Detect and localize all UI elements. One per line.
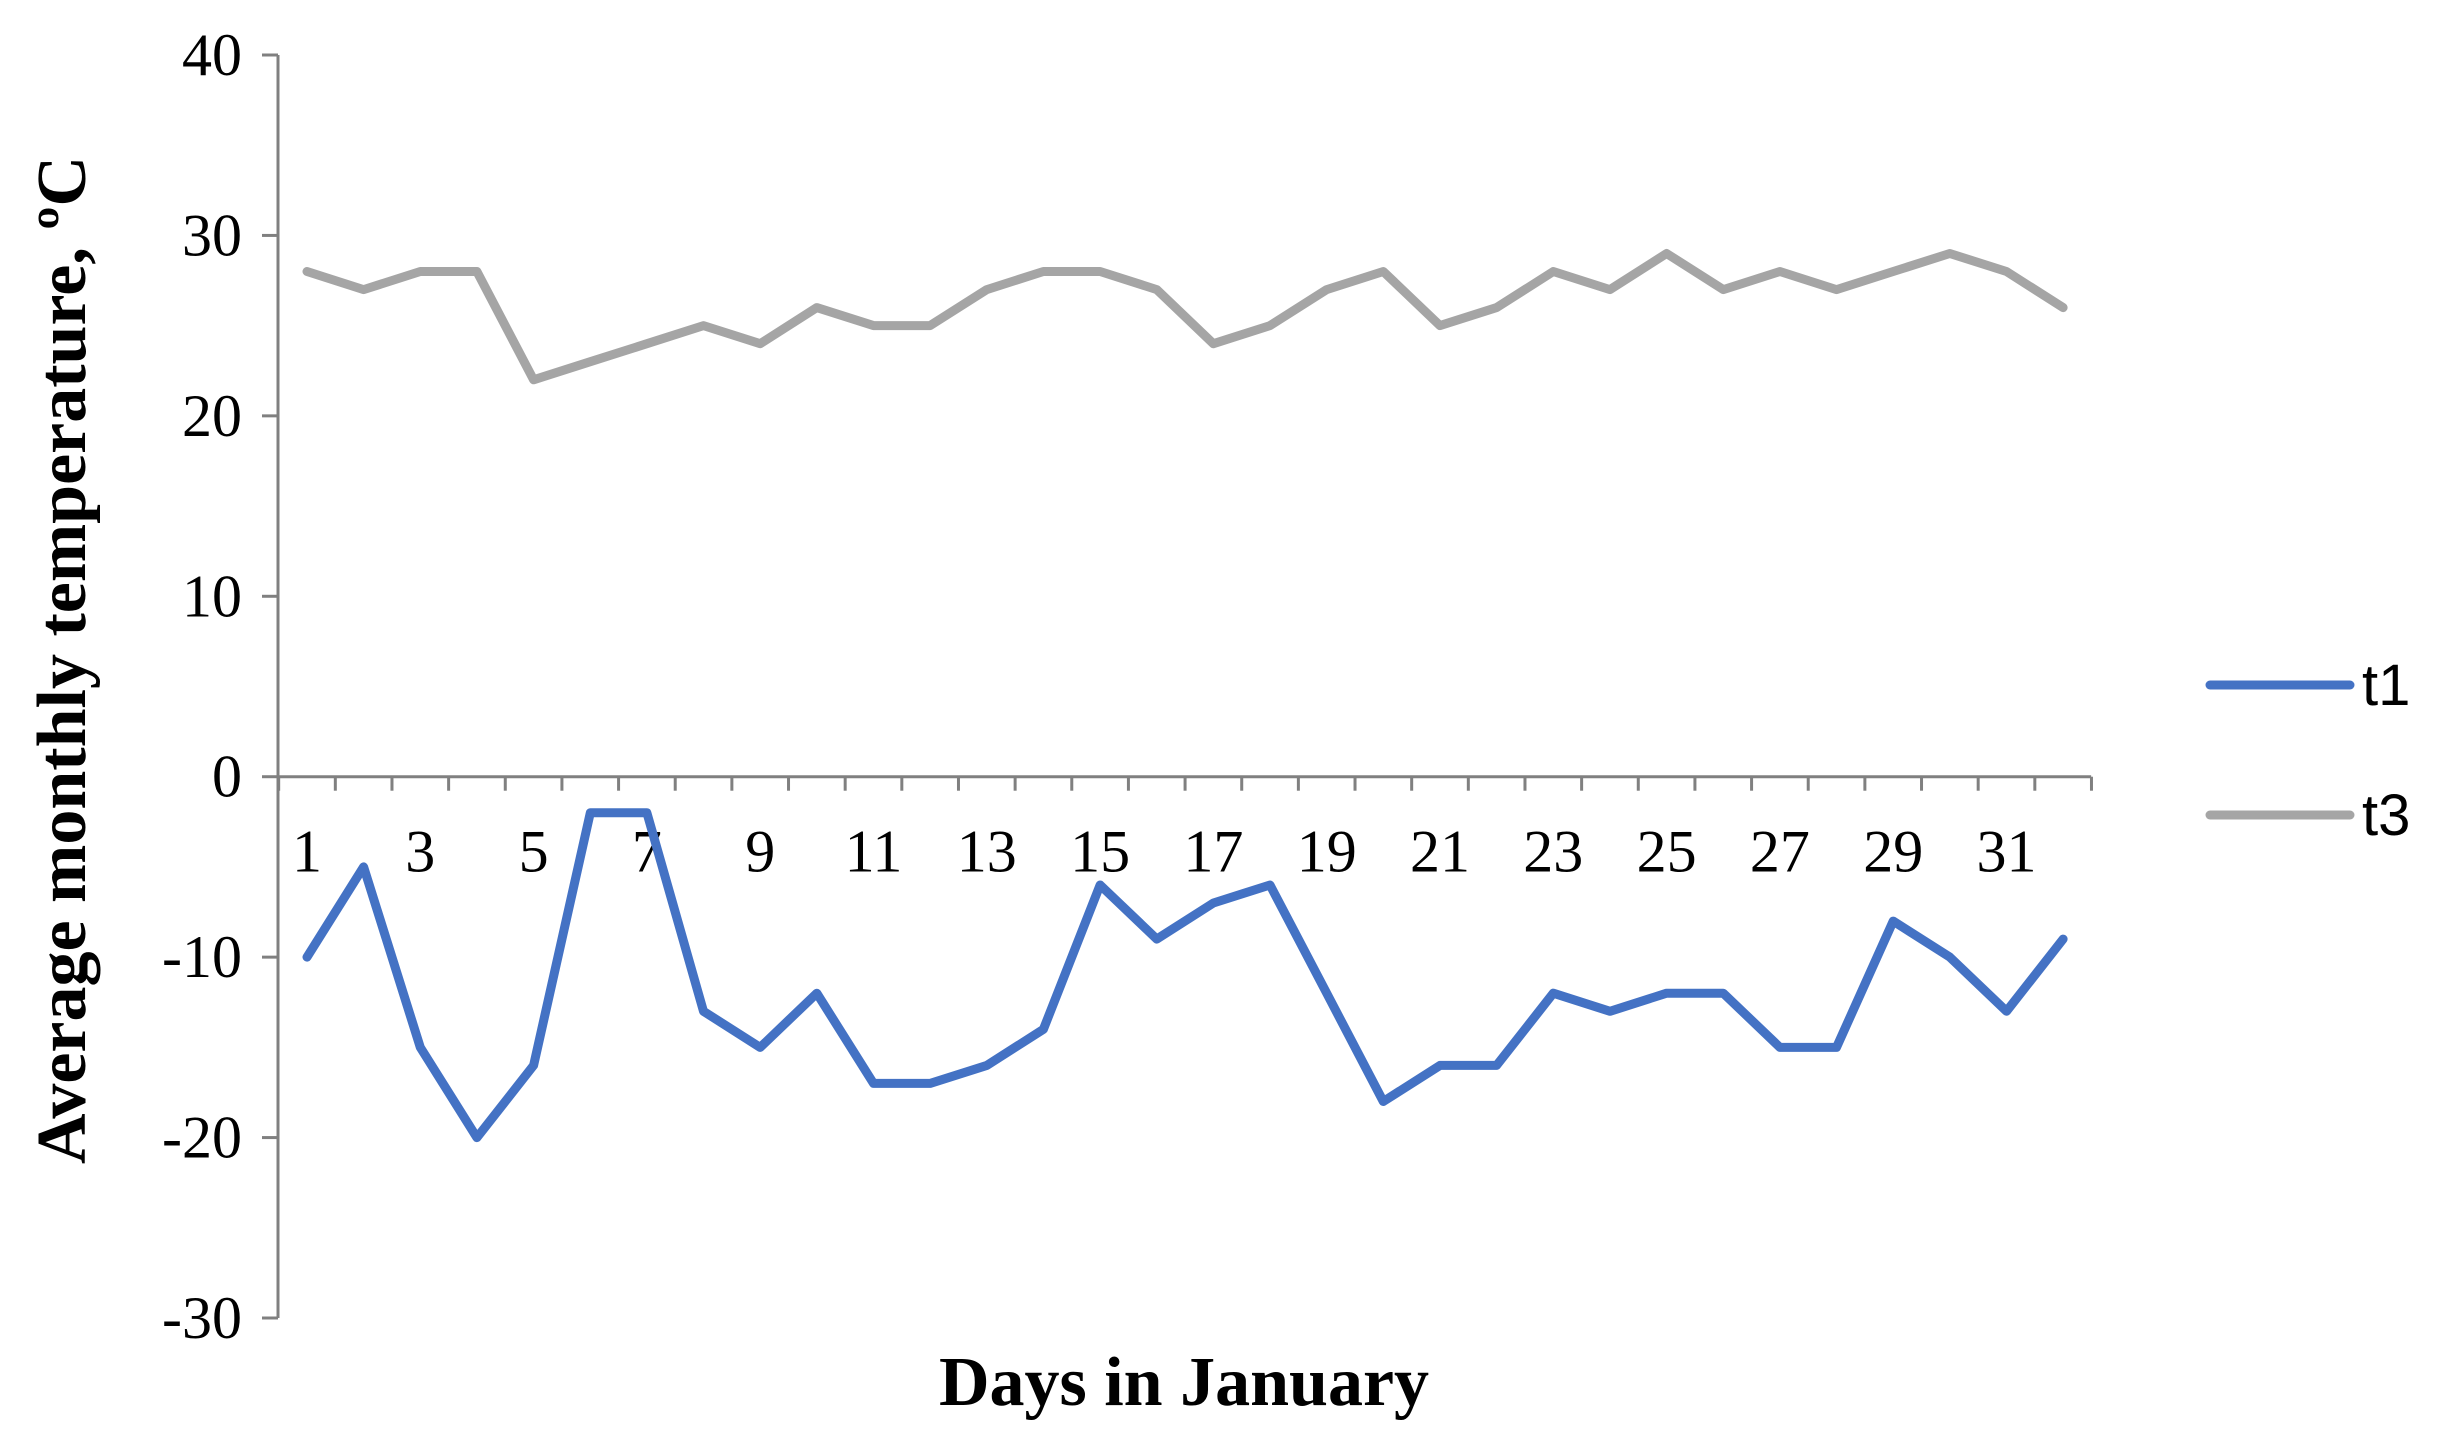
legend-label-t1: t1 bbox=[2362, 653, 2410, 718]
x-tick-label: 19 bbox=[1297, 819, 1357, 885]
x-tick-label: 15 bbox=[1070, 819, 1130, 885]
x-axis-ticks: 1 3 5 7 9 11 13 15 17 19 21 23 25 27 29 31 bbox=[277, 776, 2093, 885]
legend-label-t3: t3 bbox=[2362, 783, 2410, 848]
series-line-t1 bbox=[302, 808, 2068, 1143]
x-tick-label: 11 bbox=[845, 819, 903, 885]
x-tick-label: 17 bbox=[1183, 819, 1243, 885]
y-tick-label: -10 bbox=[162, 924, 242, 990]
x-tick-label: 5 bbox=[519, 819, 549, 885]
y-tick-label: 20 bbox=[182, 383, 242, 449]
x-tick-label: 27 bbox=[1750, 819, 1810, 885]
x-tick-label: 21 bbox=[1410, 819, 1470, 885]
x-tick-label: 13 bbox=[957, 819, 1017, 885]
y-tick-label: 40 bbox=[182, 22, 242, 88]
series-lines bbox=[302, 249, 2068, 1143]
y-tick-label: -30 bbox=[162, 1285, 242, 1351]
x-tick-label: 9 bbox=[745, 819, 775, 885]
x-tick-label: 23 bbox=[1523, 819, 1583, 885]
y-axis-ticks: -30 -20 -10 0 10 20 30 40 bbox=[162, 22, 278, 1351]
x-tick-label: 3 bbox=[405, 819, 435, 885]
x-axis-title: Days in January bbox=[939, 1344, 1429, 1421]
series-line-t3 bbox=[302, 249, 2068, 385]
x-tick-label: 29 bbox=[1863, 819, 1923, 885]
legend: t1 t3 bbox=[2205, 653, 2410, 848]
y-tick-label: 10 bbox=[182, 563, 242, 629]
x-tick-label: 31 bbox=[1977, 819, 2037, 885]
axes bbox=[276, 55, 2092, 1318]
y-tick-label: -20 bbox=[162, 1105, 242, 1171]
y-axis-title: Average monthly temperature, ºC bbox=[24, 156, 101, 1164]
x-tick-label: 25 bbox=[1637, 819, 1697, 885]
x-tick-label: 1 bbox=[292, 819, 322, 885]
y-tick-label: 30 bbox=[182, 202, 242, 268]
y-tick-label: 0 bbox=[212, 744, 242, 810]
